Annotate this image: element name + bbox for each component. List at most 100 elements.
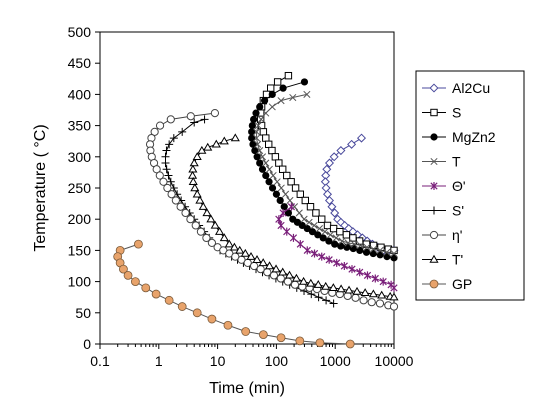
data-point	[151, 289, 161, 299]
data-point	[166, 115, 175, 124]
data-point	[329, 299, 338, 308]
data-point	[306, 203, 315, 211]
data-point	[186, 112, 195, 121]
data-point	[186, 215, 195, 224]
y-tick-label: 50	[75, 305, 91, 321]
data-point	[262, 159, 270, 167]
data-point	[376, 246, 384, 254]
data-point	[176, 202, 185, 211]
data-point	[262, 171, 270, 180]
data-point	[269, 271, 279, 280]
legend: Al2Cu S MgZn2 T Θ' S' η' T' GP	[415, 70, 525, 301]
data-point	[383, 248, 391, 256]
data-point	[329, 152, 339, 162]
legend-marker	[430, 182, 438, 190]
data-point	[224, 239, 234, 248]
data-point	[296, 240, 304, 249]
data-point	[254, 122, 262, 130]
data-point	[310, 249, 319, 258]
data-point	[289, 93, 297, 102]
data-point	[277, 184, 285, 192]
data-point	[330, 208, 340, 218]
data-point	[344, 239, 352, 247]
data-point	[229, 242, 239, 251]
data-point	[295, 336, 305, 346]
data-point	[376, 251, 384, 259]
data-point	[262, 134, 270, 142]
data-point	[141, 283, 151, 293]
y-tick-label: 450	[68, 55, 92, 71]
data-point	[159, 177, 168, 186]
data-point	[336, 146, 346, 156]
data-point	[299, 276, 309, 285]
data-point	[321, 281, 331, 290]
data-point	[314, 231, 322, 239]
data-point	[162, 165, 171, 174]
y-tick-label: 200	[68, 211, 92, 227]
data-point	[319, 234, 327, 242]
data-point	[315, 225, 324, 233]
data-point	[276, 333, 286, 343]
data-point	[252, 109, 260, 117]
data-point	[167, 190, 176, 199]
data-point	[235, 245, 245, 254]
data-point	[203, 142, 213, 151]
data-point	[277, 97, 285, 105]
y-axis: 0 50 100 150 200 250 300 350 400 450 500	[68, 24, 100, 352]
data-point	[312, 209, 320, 217]
data-point	[284, 270, 295, 279]
data-point	[206, 214, 216, 223]
y-tick-label: 500	[68, 24, 92, 40]
data-point	[329, 224, 338, 233]
data-point	[271, 264, 281, 273]
data-point	[327, 202, 337, 212]
x-tick-label: 10	[210, 353, 226, 369]
data-point	[287, 178, 295, 186]
data-point	[269, 171, 277, 180]
data-point	[331, 240, 339, 248]
data-point	[305, 218, 313, 226]
data-point	[165, 140, 174, 149]
data-point	[338, 237, 346, 245]
legend-label: T'	[452, 252, 463, 268]
data-point	[197, 145, 207, 154]
data-point	[375, 299, 385, 308]
data-point	[164, 295, 174, 305]
data-point	[295, 209, 303, 217]
data-point	[256, 103, 264, 111]
data-point	[301, 196, 309, 205]
data-point	[279, 208, 287, 217]
data-point	[265, 140, 273, 149]
data-point	[253, 128, 261, 136]
legend-marker	[429, 83, 439, 93]
data-point	[318, 215, 326, 223]
data-point	[131, 277, 140, 287]
data-point	[325, 237, 333, 245]
data-point	[314, 293, 323, 302]
legend-label: Al2Cu	[452, 80, 490, 96]
data-point	[181, 208, 190, 218]
data-point	[308, 228, 317, 236]
data-point	[161, 159, 170, 168]
data-point	[178, 127, 187, 136]
legend-marker	[430, 206, 438, 215]
data-point	[283, 277, 293, 286]
data-point	[337, 242, 345, 250]
data-point	[279, 165, 287, 173]
data-point	[345, 339, 355, 349]
data-point	[315, 338, 325, 348]
y-tick-label: 300	[68, 149, 92, 165]
legend-label: T	[452, 154, 461, 170]
data-point	[351, 293, 360, 302]
data-point	[359, 296, 368, 305]
data-point	[261, 97, 269, 105]
data-point	[272, 190, 280, 198]
data-point	[279, 84, 287, 92]
data-point	[264, 261, 275, 270]
data-point	[214, 226, 225, 235]
data-point	[324, 195, 335, 205]
legend-label: S	[452, 105, 461, 121]
data-point	[383, 253, 391, 261]
data-point	[283, 227, 291, 236]
series-7	[187, 133, 399, 301]
